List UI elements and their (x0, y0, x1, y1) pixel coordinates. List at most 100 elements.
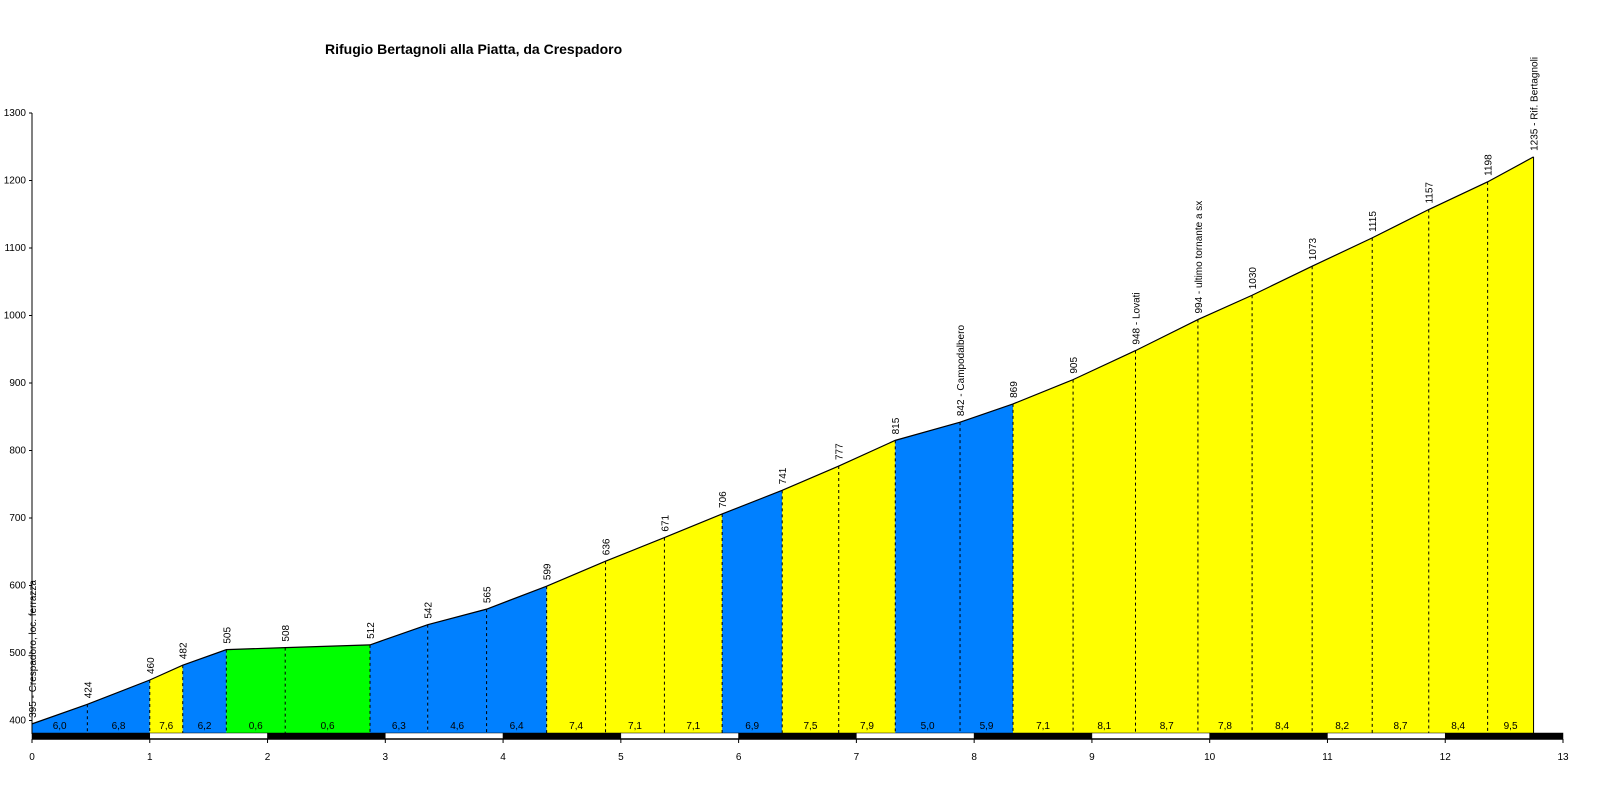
grade-label: 6,4 (510, 721, 524, 732)
grade-label: 7,5 (804, 721, 818, 732)
scale-block (1327, 732, 1446, 740)
y-tick-label: 700 (9, 513, 26, 524)
y-tick-label: 600 (9, 581, 26, 592)
grade-label: 7,1 (628, 721, 642, 732)
chart-title: Rifugio Bertagnoli alla Piatta, da Cresp… (325, 41, 622, 57)
elevation-label: 869 (1009, 381, 1020, 398)
y-tick-label: 1100 (4, 243, 26, 254)
x-tick-label: 0 (29, 752, 35, 763)
scale-block (1091, 732, 1210, 740)
scale-block (738, 732, 857, 740)
scale-block (1444, 732, 1564, 740)
grade-label: 8,1 (1097, 721, 1111, 732)
y-tick-label: 800 (9, 446, 26, 457)
elevation-label: 1115 (1368, 211, 1379, 232)
segment-areas (32, 156, 1534, 734)
segment-area (1197, 295, 1253, 733)
segment-area (369, 624, 428, 733)
x-tick-label: 7 (854, 752, 860, 763)
y-tick-label: 900 (9, 378, 26, 389)
x-tick-label: 6 (736, 752, 742, 763)
scale-block (620, 732, 739, 740)
segment-area (285, 644, 370, 733)
x-tick-label: 4 (500, 752, 506, 763)
segment-area (149, 665, 183, 733)
elevation-label: 1235 - Rif. Bertagnoli (1530, 57, 1541, 151)
grade-label: 8,4 (1275, 721, 1289, 732)
elevation-label: 905 (1069, 357, 1080, 374)
grade-label: 6,3 (392, 721, 406, 732)
segment-area (182, 649, 227, 733)
segment-area (1013, 379, 1074, 733)
segment-area (838, 440, 896, 733)
segment-area (87, 680, 150, 733)
x-tick-label: 5 (618, 752, 624, 763)
scale-block (385, 732, 504, 740)
elevation-label: 842 - Campodalbero (956, 325, 967, 417)
grade-label: 0,6 (321, 721, 335, 732)
grade-label: 6,0 (53, 721, 67, 732)
grade-label: 5,9 (980, 721, 994, 732)
elevation-label: 1198 (1484, 154, 1495, 176)
y-tick-label: 400 (9, 716, 26, 727)
segment-area (782, 466, 839, 733)
x-tick-label: 13 (1557, 752, 1569, 763)
elevation-label: 505 (222, 627, 233, 644)
grade-labels: 6,0 6,8 7,6 6,2 0,6 0,6 6,3 4,6 6,4 7,4 7,1 7,1 6,9 7… (53, 721, 1518, 732)
elevation-label: 1157 (1425, 182, 1436, 204)
grade-label: 4,6 (450, 721, 464, 732)
x-tick-label: 12 (1440, 752, 1452, 763)
elevation-label: 815 (891, 417, 902, 434)
grade-label: 5,0 (921, 721, 935, 732)
x-tick-label: 8 (971, 752, 977, 763)
y-tick-label: 1300 (4, 108, 27, 119)
segment-area (664, 513, 723, 733)
scale-block (856, 732, 975, 740)
y-tick-label: 500 (9, 648, 26, 659)
grade-label: 7,1 (686, 721, 700, 732)
grade-label: 7,9 (860, 721, 874, 732)
segment-area (427, 609, 487, 733)
segment-area (605, 537, 665, 733)
grade-label: 8,7 (1160, 721, 1174, 732)
segment-area (1073, 350, 1136, 733)
elevation-label: 1030 (1248, 267, 1259, 290)
elevation-label: 706 (718, 491, 729, 508)
profile-line (31, 156, 1534, 725)
scale-block (267, 732, 386, 740)
grade-label: 7,4 (569, 721, 583, 732)
elevation-label: 424 (83, 681, 94, 698)
x-tick-label: 3 (383, 752, 389, 763)
elevation-label: 460 (146, 657, 157, 674)
segment-area (1135, 319, 1198, 733)
elevation-label: 777 (835, 443, 846, 460)
segment-area (895, 422, 961, 733)
x-tick-label: 1 (147, 752, 153, 763)
segment-area (546, 561, 606, 733)
elevation-label: 508 (281, 624, 292, 641)
segment-area (1252, 266, 1313, 733)
scale-block (31, 732, 151, 740)
grade-label: 6,2 (198, 721, 212, 732)
x-tick-label: 10 (1204, 752, 1216, 763)
elevation-label: 599 (543, 563, 554, 580)
grade-label: 8,4 (1451, 721, 1465, 732)
grade-label: 8,7 (1394, 721, 1408, 732)
elevation-label: 542 (424, 602, 435, 619)
grade-label: 6,9 (745, 721, 759, 732)
profile-line-group (31, 156, 1534, 725)
grade-label: 9,5 (1504, 721, 1518, 732)
x-tick-label: 9 (1089, 752, 1095, 763)
distance-scale-bar (31, 732, 1564, 740)
segment-area (1312, 237, 1373, 733)
elevation-label: 741 (778, 467, 789, 484)
segment-dividers (86, 156, 1535, 733)
elevation-label: 948 - Lovati (1131, 292, 1142, 344)
grade-label: 0,6 (249, 721, 263, 732)
y-tick-label: 1000 (4, 311, 27, 322)
segment-area (1487, 156, 1534, 733)
elevation-label: 395 - Crespadoro, loc. ferrazza (28, 580, 39, 718)
elevation-label: 482 (179, 642, 190, 659)
